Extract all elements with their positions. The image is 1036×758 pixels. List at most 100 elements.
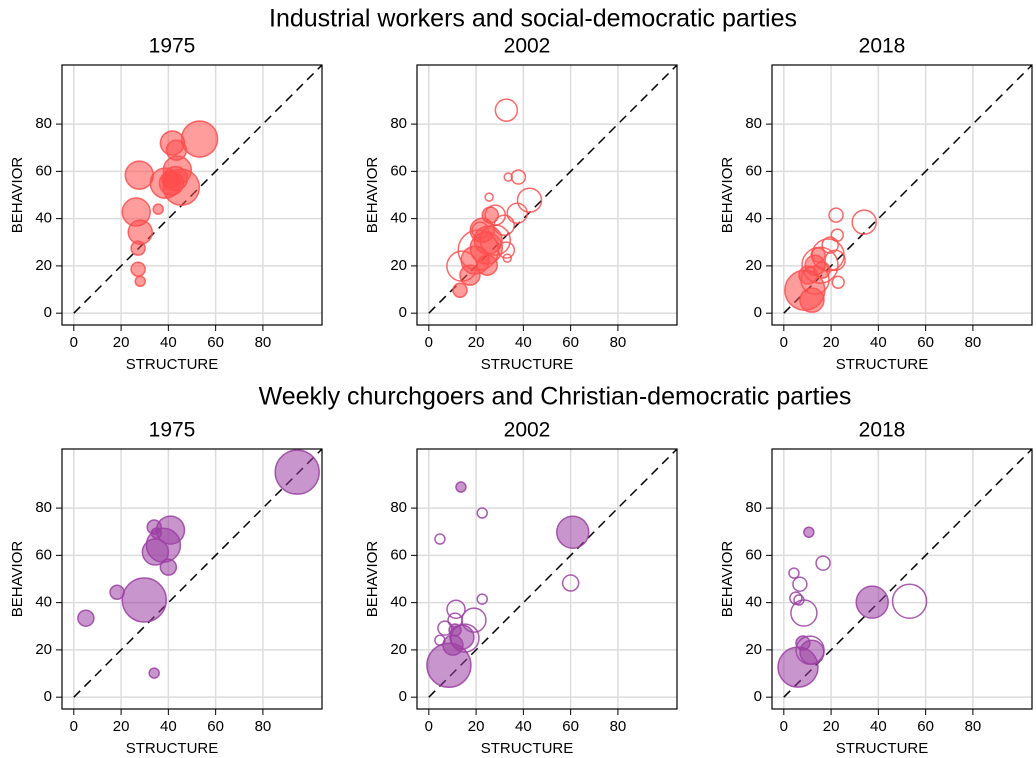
bubble: [484, 192, 494, 202]
x-tick-label: 0: [425, 334, 433, 351]
x-tick-label: 20: [113, 718, 130, 735]
y-tick-label: 40: [745, 594, 762, 611]
bubble: [446, 250, 478, 282]
bubble: [795, 635, 825, 665]
y-tick-label: 0: [399, 304, 407, 321]
x-tick-label: 80: [255, 334, 272, 351]
bubble: [800, 265, 830, 295]
bubble: [434, 533, 446, 545]
x-tick-label: 80: [610, 718, 627, 735]
x-tick-label: 80: [255, 718, 272, 735]
x-axis-label: STRUCTURE: [126, 740, 219, 757]
y-tick-label: 40: [390, 594, 407, 611]
bubble: [141, 538, 170, 566]
bubble: [446, 599, 466, 620]
bubble: [274, 449, 320, 495]
y-tick-label: 20: [390, 257, 407, 274]
x-tick-label: 60: [562, 718, 579, 735]
bubble: [476, 593, 488, 605]
section-title: Industrial workers and social-democratic…: [269, 5, 797, 33]
bubble: [516, 187, 543, 213]
x-tick-label: 60: [562, 334, 579, 351]
bubble: [497, 241, 516, 259]
x-axis-label: STRUCTURE: [836, 356, 929, 373]
bubble: [150, 527, 163, 539]
x-tick-label: 80: [610, 334, 627, 351]
bubble: [506, 202, 528, 224]
plot-frame: [416, 448, 678, 710]
bubble: [799, 287, 825, 313]
y-tick-label: 60: [745, 162, 762, 179]
bubble: [134, 275, 146, 288]
bubble: [461, 607, 487, 633]
reference-line: [783, 448, 1033, 698]
chart-title: 2018: [859, 35, 906, 58]
bubble: [437, 620, 453, 636]
bubble: [503, 172, 513, 182]
y-tick-label: 0: [399, 688, 407, 705]
bubble: [788, 567, 800, 579]
bubble: [556, 515, 590, 549]
bubble: [821, 236, 839, 254]
bubble: [801, 246, 839, 284]
y-tick-label: 20: [35, 257, 52, 274]
plot-frame: [61, 64, 323, 326]
plot-frame: [771, 64, 1033, 326]
y-tick-label: 80: [35, 115, 52, 132]
y-tick-label: 80: [745, 499, 762, 516]
bubble: [434, 634, 446, 646]
y-tick-label: 60: [35, 162, 52, 179]
x-tick-label: 40: [870, 334, 887, 351]
bubble: [450, 623, 480, 653]
x-tick-label: 0: [70, 718, 78, 735]
x-tick-label: 40: [515, 334, 532, 351]
bubble: [124, 160, 155, 190]
y-tick-label: 20: [35, 641, 52, 658]
y-tick-label: 0: [44, 688, 52, 705]
bubble: [828, 207, 844, 223]
x-axis-label: STRUCTURE: [836, 740, 929, 757]
x-axis-label: STRUCTURE: [481, 356, 574, 373]
bubble: [803, 526, 815, 538]
y-tick-label: 60: [745, 546, 762, 563]
y-tick-label: 40: [35, 210, 52, 227]
reference-line: [428, 64, 678, 314]
y-tick-label: 0: [754, 304, 762, 321]
y-tick-label: 60: [390, 546, 407, 563]
bubble: [130, 261, 146, 277]
bubble: [815, 555, 831, 571]
x-tick-label: 60: [207, 334, 224, 351]
bubble: [130, 240, 146, 256]
bubble: [824, 249, 846, 271]
bubble: [121, 577, 168, 623]
bubble: [795, 635, 811, 651]
bubble: [161, 171, 180, 189]
bubble: [855, 585, 889, 619]
y-axis-label: BEHAVIOR: [9, 541, 26, 618]
y-tick-label: 60: [390, 162, 407, 179]
bubble: [109, 584, 125, 600]
y-tick-label: 20: [390, 641, 407, 658]
x-tick-label: 0: [780, 334, 788, 351]
x-tick-label: 60: [917, 718, 934, 735]
x-tick-label: 40: [160, 718, 177, 735]
bubble: [851, 209, 877, 235]
bubble: [792, 576, 808, 592]
chart-title: 1975: [149, 35, 196, 58]
reference-line: [73, 448, 323, 698]
x-axis-label: STRUCTURE: [126, 356, 219, 373]
bubble: [152, 203, 164, 215]
chart-title: 1975: [149, 419, 196, 442]
y-axis-label: BEHAVIOR: [364, 157, 381, 234]
section-title: Weekly churchgoers and Christian-democra…: [259, 383, 852, 411]
bubble: [455, 481, 467, 493]
y-tick-label: 40: [35, 594, 52, 611]
bubble: [831, 275, 845, 289]
y-tick-label: 0: [44, 304, 52, 321]
x-tick-label: 20: [468, 718, 485, 735]
y-axis-label: BEHAVIOR: [719, 157, 736, 234]
bubble: [127, 219, 153, 245]
x-tick-label: 80: [965, 718, 982, 735]
y-tick-label: 80: [745, 115, 762, 132]
